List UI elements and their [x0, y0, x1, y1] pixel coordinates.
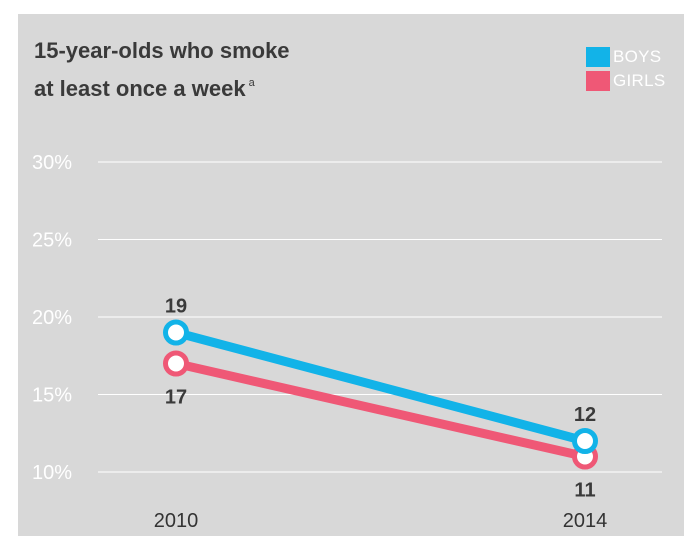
legend-swatch-boys	[586, 47, 610, 67]
series-line-girls	[171, 359, 590, 461]
chart-title: 15-year-olds who smoke at least once a w…	[34, 34, 290, 105]
chart-title-line1: 15-year-olds who smoke	[34, 38, 290, 63]
data-label-boys: 19	[165, 296, 187, 318]
y-tick-label: 15%	[32, 385, 72, 407]
data-label-girls: 17	[165, 387, 187, 409]
legend-item-girls: GIRLS	[586, 69, 666, 93]
y-tick-label: 25%	[32, 230, 72, 252]
data-label-girls: 11	[574, 480, 595, 502]
chart-title-note: a	[248, 77, 255, 89]
legend-label-girls: GIRLS	[613, 71, 666, 90]
legend-item-boys: BOYS	[586, 45, 666, 69]
data-label-boys: 12	[574, 404, 596, 426]
x-tick-label: 2014	[563, 510, 608, 532]
chart-title-line2: at least once a week	[34, 76, 246, 101]
y-tick-label: 20%	[32, 307, 72, 329]
legend-swatch-girls	[586, 71, 610, 91]
x-tick-label: 2010	[154, 510, 199, 532]
legend-label-boys: BOYS	[613, 47, 662, 66]
series-line-boys	[171, 328, 590, 446]
data-point-girls	[163, 350, 189, 377]
chart-background	[18, 14, 684, 536]
data-point-boys	[572, 428, 598, 454]
chart-legend: BOYS GIRLS	[586, 45, 666, 93]
y-tick-label: 10%	[32, 462, 72, 484]
y-tick-label: 30%	[32, 152, 72, 174]
data-point-boys	[163, 319, 189, 346]
